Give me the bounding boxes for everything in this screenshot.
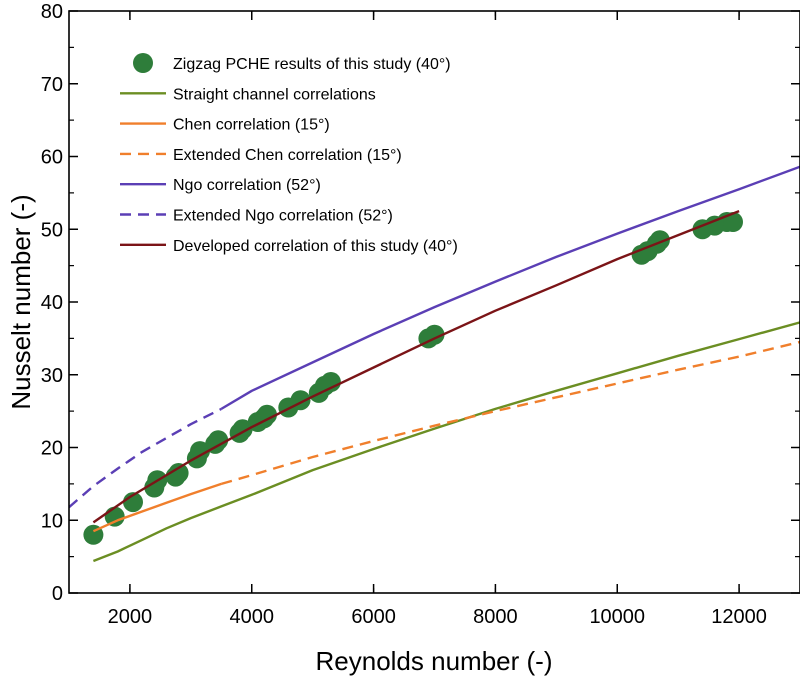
series-line-6 <box>92 209 740 524</box>
y-axis-title: Nusselt number (-) <box>6 194 36 409</box>
y-tick-label: 20 <box>41 438 63 460</box>
x-tick-label: 6000 <box>351 606 396 628</box>
series-line-4 <box>220 165 800 410</box>
legend-label: Extended Ngo correlation (52°) <box>173 208 393 225</box>
x-tick-label: 4000 <box>230 606 275 628</box>
series-line-1 <box>92 321 800 563</box>
data-point <box>257 404 277 425</box>
y-tick-label: 60 <box>41 147 63 169</box>
legend: Zigzag PCHE results of this study (40°) S… <box>120 53 458 255</box>
legend-label: Zigzag PCHE results of this study (40°) <box>173 56 451 73</box>
x-tick-label: 8000 <box>473 606 518 628</box>
y-tick-label: 50 <box>41 219 63 241</box>
data-point <box>723 212 743 232</box>
y-tick-label: 10 <box>41 510 63 532</box>
legend-label: Chen correlation (15°) <box>173 117 330 134</box>
series-line-2 <box>92 482 222 533</box>
data-point <box>190 441 210 462</box>
legend-label: Developed correlation of this study (40°… <box>173 238 458 255</box>
data-point <box>208 430 229 451</box>
legend-marker <box>133 53 153 73</box>
x-tick-label: 2000 <box>108 606 153 628</box>
x-tick-label: 12000 <box>711 606 767 628</box>
y-tick-label: 80 <box>41 1 63 23</box>
series-line-5 <box>69 407 222 509</box>
y-tick-label: 30 <box>41 365 63 387</box>
axes: 2000 4000 6000 8000 10000 12000 0 10 20 30 40 50 60 7… <box>41 1 800 628</box>
legend-label: Ngo correlation (52°) <box>173 177 321 194</box>
data-point <box>168 463 189 483</box>
y-tick-label: 70 <box>41 74 63 96</box>
series-line-3 <box>220 340 800 486</box>
data-point <box>320 372 341 392</box>
y-tick-label: 0 <box>52 583 63 605</box>
legend-label: Extended Chen correlation (15°) <box>173 147 402 164</box>
x-axis-title: Reynolds number (-) <box>316 646 553 676</box>
y-tick-label: 40 <box>41 292 63 314</box>
plot-area <box>69 165 800 563</box>
legend-label: Straight channel correlations <box>173 86 376 103</box>
x-tick-label: 10000 <box>589 606 645 628</box>
